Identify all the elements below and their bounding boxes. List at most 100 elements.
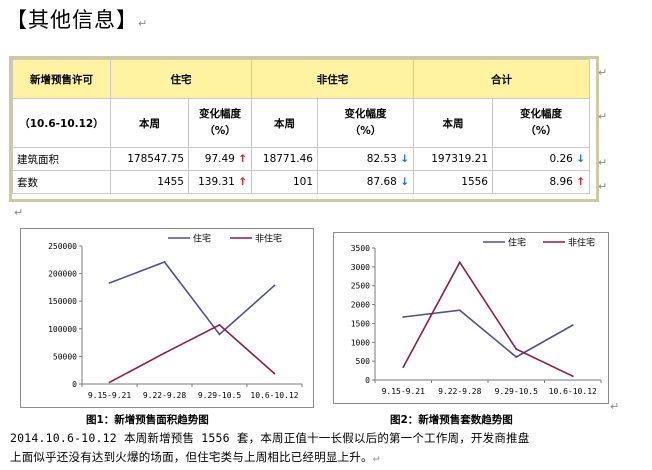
summary-line-1: 2014.10.6-10.12 本周新增预售 1556 套，本周正值十一长假以后… [10, 431, 530, 445]
area-trend-chart: 0 50000 100000 150000 200000 250000 9.15-9.21 9… [20, 228, 314, 408]
table-subheader-row: （10.6-10.12） 本周 变化幅度 （%） 本周 变化幅度 （%） 本周 变化… [12, 98, 590, 148]
nonres-value: 101 [251, 170, 318, 194]
paragraph-mark: ↵ [598, 156, 608, 169]
data-point [571, 375, 574, 378]
series-line-non-residential [402, 260, 574, 377]
series-line-residential [109, 261, 276, 336]
total-value: 197319.21 [413, 147, 493, 171]
y-tick-label: 0 [72, 380, 77, 389]
subheader-period: （10.6-10.12） [12, 98, 111, 148]
x-tick-label: 10.6-10.12 [250, 391, 298, 400]
data-point [571, 324, 574, 327]
res-value: 178547.75 [110, 147, 189, 171]
data-point [402, 316, 405, 318]
legend-label: 住宅 [508, 237, 526, 249]
subheader-total-change: 变化幅度 （%） [492, 98, 590, 148]
down-arrow-icon: ↓ [400, 176, 409, 188]
header-residential: 住宅 [110, 59, 252, 99]
paragraph-mark: ↵ [138, 17, 149, 30]
total-value: 1556 [413, 170, 493, 194]
y-tick-label: 2500 [351, 282, 370, 291]
data-point [273, 284, 276, 287]
summary-paragraph: 2014.10.6-10.12 本周新增预售 1556 套，本周正值十一长假以后… [10, 429, 646, 467]
up-arrow-icon: ↑ [238, 153, 247, 165]
row-label: 建筑面积 [12, 147, 111, 171]
x-tick-label: 10.6-10.12 [549, 387, 597, 396]
paragraph-mark: ↵ [598, 66, 608, 79]
y-tick-label: 150000 [48, 297, 77, 306]
down-arrow-icon: ↓ [576, 153, 585, 165]
subheader-nonres-change: 变化幅度 （%） [317, 98, 414, 148]
x-tick-label: 9.15-9.21 [382, 387, 426, 396]
data-point [108, 282, 111, 284]
y-tick-label: 50000 [53, 352, 77, 361]
data-point [515, 356, 518, 358]
x-tick-label: 9.22-9.28 [143, 391, 187, 400]
table-header-row: 新增预售许可 住宅 非住宅 合计 [12, 59, 590, 99]
y-tick-label: 500 [356, 357, 371, 366]
y-tick-label: 250000 [48, 242, 77, 251]
y-tick-label: 3000 [351, 263, 370, 272]
paragraph-mark: ↵ [598, 110, 608, 123]
down-arrow-icon: ↓ [400, 153, 409, 165]
data-point [273, 372, 276, 375]
y-tick-label: 3500 [351, 244, 370, 253]
paragraph-mark: ↵ [610, 400, 620, 413]
res-change: 139.31 ↑ [188, 170, 252, 194]
subheader-total-this-week: 本周 [413, 98, 493, 148]
data-point [108, 381, 111, 384]
res-value: 1455 [110, 170, 189, 194]
presale-permit-table: 新增预售许可 住宅 非住宅 合计 （10.6-10.12） 本周 变化幅度 （%）… [12, 59, 590, 194]
total-change: 8.96 ↑ [492, 170, 590, 194]
summary-line-2: 上面似乎还没有达到火爆的场面，但住宅类与上周相比已经明显上升。↵ [10, 450, 380, 464]
series-line-non-residential [109, 323, 276, 384]
y-tick-label: 2000 [351, 301, 370, 310]
up-arrow-icon: ↑ [576, 176, 585, 188]
page-title: 【其他信息】↵ [6, 4, 148, 34]
nonres-value: 18771.46 [251, 147, 318, 171]
chart-border [20, 228, 314, 408]
total-change: 0.26 ↓ [492, 147, 590, 171]
data-point [163, 261, 166, 263]
x-tick-label: 9.29-10.5 [495, 387, 539, 396]
subheader-res-change: 变化幅度 （%） [188, 98, 252, 148]
nonres-change: 87.68 ↓ [317, 170, 414, 194]
chart-border [333, 232, 609, 404]
x-tick-label: 9.15-9.21 [88, 391, 132, 400]
data-point [163, 352, 166, 354]
res-change: 97.49 ↑ [188, 147, 252, 171]
y-tick-label: 0 [365, 376, 370, 385]
data-point [402, 366, 405, 369]
page-title-text: 【其他信息】 [6, 8, 138, 32]
legend-label: 非住宅 [255, 233, 282, 245]
row-label: 套数 [12, 170, 111, 194]
up-arrow-icon: ↑ [238, 176, 247, 188]
header-permit: 新增预售许可 [12, 59, 111, 99]
data-point [515, 348, 518, 350]
header-non-residential: 非住宅 [251, 59, 414, 99]
header-total: 合计 [413, 59, 590, 99]
units-trend-chart-svg: 0 500 1000 1500 2000 2500 3000 3500 9.15-9.21 9.2… [333, 232, 609, 404]
y-tick-label: 1000 [351, 338, 370, 347]
paragraph-mark: ↵ [14, 206, 24, 219]
legend-label: 非住宅 [568, 237, 595, 249]
x-tick-label: 9.29-10.5 [198, 391, 242, 400]
data-point [458, 261, 461, 264]
nonres-change: 82.53 ↓ [317, 147, 414, 171]
data-point [218, 324, 221, 326]
area-trend-chart-svg: 0 50000 100000 150000 200000 250000 9.15-9.21 9… [20, 228, 314, 408]
table-row-area: 建筑面积 178547.75 97.49 ↑ 18771.46 82.53 ↓ … [12, 147, 590, 171]
units-trend-chart: 0 500 1000 1500 2000 2500 3000 3500 9.15-9.21 9.2… [333, 232, 609, 404]
y-tick-label: 100000 [48, 325, 77, 334]
subheader-res-this-week: 本周 [110, 98, 189, 148]
subheader-nonres-this-week: 本周 [251, 98, 318, 148]
y-tick-label: 200000 [48, 270, 77, 279]
x-tick-label: 9.22-9.28 [438, 387, 482, 396]
data-point [218, 333, 221, 336]
paragraph-mark: ↵ [598, 180, 608, 193]
table-row-units: 套数 1455 139.31 ↑ 101 87.68 ↓ 1556 8.96 ↑ [12, 170, 590, 194]
y-tick-label: 1500 [351, 319, 370, 328]
chart1-caption: 图1：新增预售面积趋势图 [86, 414, 209, 426]
legend-label: 住宅 [193, 233, 211, 245]
chart2-caption: 图2：新增预售套数趋势图 [390, 414, 513, 426]
